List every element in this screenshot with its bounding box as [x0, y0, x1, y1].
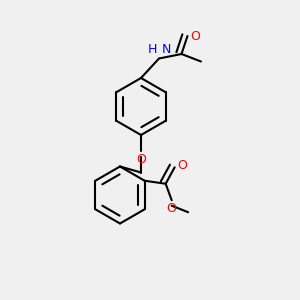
Text: O: O — [167, 202, 177, 215]
Text: O: O — [190, 29, 200, 43]
Text: N: N — [161, 43, 171, 56]
Text: O: O — [178, 159, 188, 172]
Text: O: O — [136, 153, 146, 166]
Text: H: H — [148, 43, 158, 56]
